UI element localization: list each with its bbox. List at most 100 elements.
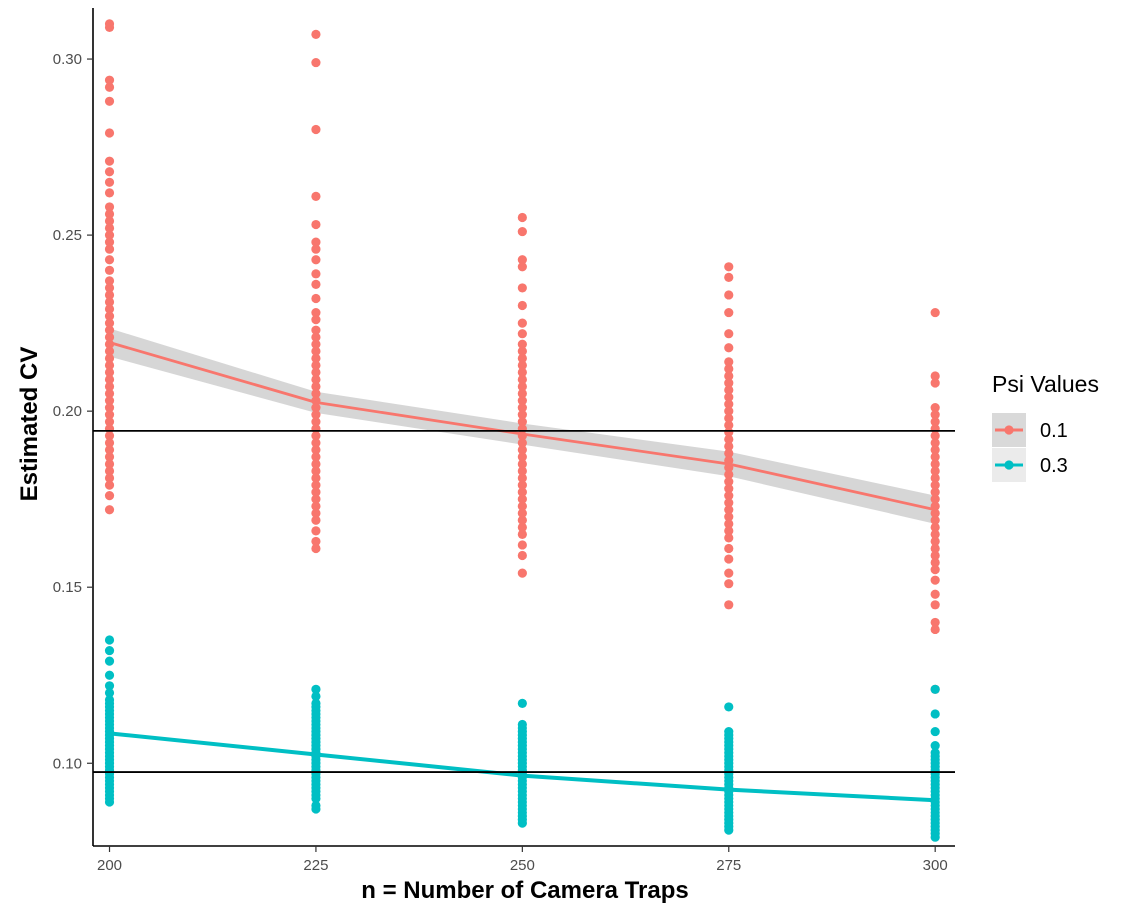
data-point-psi-0-1 xyxy=(311,325,321,335)
data-point-psi-0-1 xyxy=(517,494,527,504)
data-point-psi-0-3 xyxy=(311,684,321,694)
legend-label-psi-0-3: 0.3 xyxy=(1040,455,1068,477)
data-point-psi-0-1 xyxy=(517,381,527,392)
data-point-psi-0-1 xyxy=(311,374,321,385)
x-tick-label: 250 xyxy=(510,857,535,874)
data-point-psi-0-1 xyxy=(724,371,734,381)
data-point-psi-0-1 xyxy=(104,353,115,363)
data-point-psi-0-1 xyxy=(104,283,115,293)
data-point-psi-0-1 xyxy=(724,413,734,423)
data-point-psi-0-3 xyxy=(930,741,940,751)
data-point-psi-0-1 xyxy=(104,255,115,265)
data-point-psi-0-1 xyxy=(930,600,940,610)
data-point-psi-0-1 xyxy=(104,452,115,462)
data-point-psi-0-1 xyxy=(104,22,115,32)
data-point-psi-0-1 xyxy=(724,399,734,409)
data-point-psi-0-1 xyxy=(930,403,940,413)
data-point-psi-0-1 xyxy=(724,554,734,564)
data-point-psi-0-1 xyxy=(724,491,734,501)
data-point-psi-0-1 xyxy=(311,459,321,469)
data-point-psi-0-1 xyxy=(104,96,115,106)
data-point-psi-0-1 xyxy=(311,487,321,497)
data-point-psi-0-1 xyxy=(311,515,321,525)
data-point-psi-0-1 xyxy=(930,307,940,318)
data-point-psi-0-1 xyxy=(517,522,527,532)
data-point-psi-0-1 xyxy=(724,378,734,388)
data-point-psi-0-3 xyxy=(104,635,115,645)
y-tick-label: 0.15 xyxy=(53,579,82,596)
data-point-psi-0-1 xyxy=(517,329,527,339)
data-point-psi-0-1 xyxy=(930,487,940,497)
trend-lines-layer xyxy=(107,341,938,803)
data-point-psi-0-1 xyxy=(104,244,115,254)
data-point-psi-0-3 xyxy=(724,702,734,712)
data-point-psi-0-1 xyxy=(311,466,321,476)
data-point-psi-0-1 xyxy=(311,353,321,363)
data-point-psi-0-1 xyxy=(517,339,527,349)
data-point-psi-0-1 xyxy=(724,448,734,459)
data-point-psi-0-1 xyxy=(724,420,734,430)
data-point-psi-0-1 xyxy=(517,262,527,272)
data-point-psi-0-1 xyxy=(517,550,527,561)
data-point-psi-0-1 xyxy=(311,57,321,68)
data-point-psi-0-1 xyxy=(724,505,734,515)
legend: Psi Values 0.1 0.3 xyxy=(992,371,1099,482)
data-point-psi-0-1 xyxy=(930,480,940,490)
data-point-psi-0-1 xyxy=(311,452,321,462)
data-point-psi-0-1 xyxy=(104,265,115,275)
data-point-psi-0-1 xyxy=(930,522,940,532)
data-point-psi-0-1 xyxy=(930,445,940,455)
data-point-psi-0-1 xyxy=(311,339,321,349)
data-point-psi-0-1 xyxy=(104,466,115,476)
data-point-psi-0-1 xyxy=(104,410,115,420)
trend-line-psi-0-3 xyxy=(107,731,938,803)
data-point-psi-0-1 xyxy=(311,480,321,490)
data-point-psi-0-1 xyxy=(104,276,115,286)
data-point-psi-0-1 xyxy=(517,353,527,363)
data-point-psi-0-1 xyxy=(930,466,940,476)
data-point-psi-0-1 xyxy=(517,487,527,497)
data-point-psi-0-1 xyxy=(104,297,115,307)
data-point-psi-0-1 xyxy=(104,177,115,187)
data-point-psi-0-1 xyxy=(311,473,321,483)
data-point-psi-0-1 xyxy=(517,501,527,511)
y-tick-label: 0.10 xyxy=(53,755,82,772)
data-point-psi-0-1 xyxy=(517,346,527,356)
data-point-psi-0-1 xyxy=(311,29,321,40)
data-point-psi-0-1 xyxy=(517,438,527,448)
data-point-psi-0-1 xyxy=(104,156,115,166)
data-point-psi-0-1 xyxy=(104,360,115,370)
data-point-psi-0-1 xyxy=(311,191,321,201)
data-point-psi-0-1 xyxy=(930,515,940,525)
data-point-psi-0-1 xyxy=(724,543,734,554)
data-point-psi-0-1 xyxy=(930,565,940,575)
data-point-psi-0-3 xyxy=(311,793,321,804)
data-point-psi-0-1 xyxy=(311,332,321,342)
data-point-psi-0-1 xyxy=(311,445,321,455)
data-point-psi-0-1 xyxy=(104,403,115,413)
data-point-psi-0-1 xyxy=(311,367,321,378)
data-point-psi-0-1 xyxy=(930,452,940,462)
data-point-psi-0-3 xyxy=(724,825,734,835)
data-point-psi-0-1 xyxy=(104,445,115,455)
data-point-psi-0-1 xyxy=(724,484,734,494)
data-point-psi-0-1 xyxy=(724,343,734,353)
data-point-psi-0-1 xyxy=(104,332,115,342)
data-point-psi-0-1 xyxy=(311,431,321,441)
data-point-psi-0-1 xyxy=(724,441,734,451)
data-point-psi-0-1 xyxy=(311,255,321,265)
data-point-psi-0-1 xyxy=(930,543,940,554)
data-point-psi-0-1 xyxy=(724,329,734,339)
data-point-psi-0-1 xyxy=(724,392,734,402)
data-point-psi-0-1 xyxy=(930,624,940,635)
data-point-psi-0-1 xyxy=(724,307,734,318)
data-point-psi-0-1 xyxy=(517,360,527,370)
data-point-psi-0-1 xyxy=(517,318,527,328)
y-tick-label: 0.25 xyxy=(53,227,82,244)
data-point-psi-0-1 xyxy=(930,378,940,388)
data-point-psi-0-1 xyxy=(724,290,734,300)
data-point-psi-0-1 xyxy=(517,212,527,223)
data-point-psi-0-1 xyxy=(930,371,940,381)
data-point-psi-0-1 xyxy=(104,417,115,427)
data-point-psi-0-1 xyxy=(930,557,940,568)
